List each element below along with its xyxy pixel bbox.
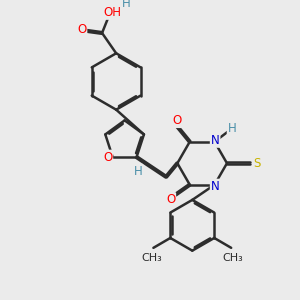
Text: O: O	[172, 114, 182, 127]
Text: CH₃: CH₃	[222, 253, 243, 263]
Text: O: O	[77, 23, 86, 36]
Text: H: H	[228, 122, 236, 135]
Text: H: H	[134, 165, 142, 178]
Text: OH: OH	[103, 6, 121, 19]
Text: N: N	[211, 134, 220, 147]
Text: CH₃: CH₃	[142, 253, 162, 263]
Text: O: O	[103, 151, 112, 164]
Text: O: O	[166, 193, 175, 206]
Text: H: H	[122, 0, 131, 11]
Text: S: S	[254, 157, 261, 170]
Text: N: N	[211, 180, 220, 193]
